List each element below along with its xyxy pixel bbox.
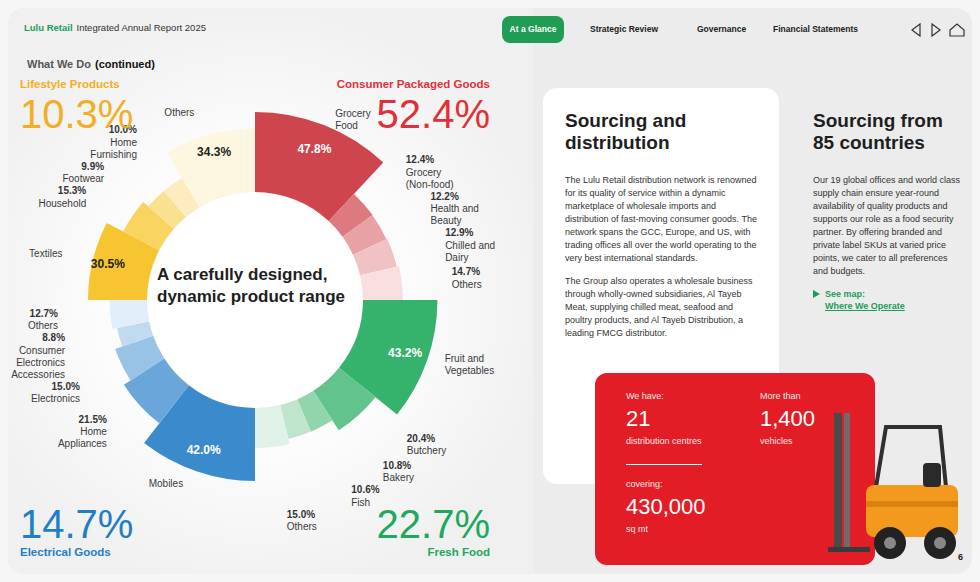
svg-text:20.4%: 20.4% <box>407 433 435 444</box>
html-text:Consumer Packaged Goods: Consumer Packaged Goods <box>336 78 490 90</box>
html-text:vehicles: vehicles <box>760 436 793 446</box>
svg-text:Furnishing: Furnishing <box>90 149 137 160</box>
svg-text:Butchery: Butchery <box>407 445 446 456</box>
svg-text:Beauty: Beauty <box>430 215 461 226</box>
svg-text:Fish: Fish <box>351 497 370 508</box>
svg-text:Textiles: Textiles <box>29 248 62 259</box>
html-text:Strategic Review: Strategic Review <box>590 24 658 34</box>
html-text:52.4%: 52.4% <box>376 92 490 136</box>
html-text:distribution centres: distribution centres <box>626 436 702 446</box>
html-text:sq mt: sq mt <box>626 524 648 534</box>
html-text:1,400: 1,400 <box>760 406 816 431</box>
html-text:Where We Operate: Where We Operate <box>825 301 905 311</box>
svg-text:15.0%: 15.0% <box>287 509 315 520</box>
html-text:Fresh Food: Fresh Food <box>427 546 490 558</box>
svg-text:10.6%: 10.6% <box>351 484 379 495</box>
svg-text:Dairy: Dairy <box>445 252 468 263</box>
html-text:The Lulu Retail distribution n: The Lulu Retail distribution network is … <box>565 175 757 263</box>
svg-text:Others: Others <box>28 320 58 331</box>
svg-text:Fruit and: Fruit and <box>445 353 484 364</box>
svg-text:43.2%: 43.2% <box>388 346 422 360</box>
svg-text:Electronics: Electronics <box>16 357 65 368</box>
html-text:10.3%: 10.3% <box>20 92 134 136</box>
html-text:Electrical Goods: Electrical Goods <box>20 546 111 558</box>
svg-text:42.0%: 42.0% <box>187 443 221 457</box>
svg-text:14.7%: 14.7% <box>452 266 480 277</box>
svg-text:Accessories: Accessories <box>11 369 65 380</box>
svg-text:Others: Others <box>452 279 482 290</box>
svg-text:12.9%: 12.9% <box>445 227 473 238</box>
html-text:See map:: See map: <box>825 289 865 299</box>
html-text:Our 19 global offices and worl: Our 19 global offices and world class su… <box>813 175 960 276</box>
svg-text:Others: Others <box>164 107 194 118</box>
svg-text:30.5%: 30.5% <box>91 257 125 271</box>
svg-text:Vegetables: Vegetables <box>445 365 495 376</box>
svg-text:Appliances: Appliances <box>58 438 107 449</box>
html-text:We have:: We have: <box>626 391 664 401</box>
html-text:22.7%: 22.7% <box>376 502 490 546</box>
svg-text:Home: Home <box>80 426 107 437</box>
html-text:What We Do (continued): What We Do (continued) <box>27 58 155 70</box>
html-text:covering:: covering: <box>626 479 663 489</box>
svg-text:Chilled and: Chilled and <box>445 240 495 251</box>
html-text:6: 6 <box>958 552 963 562</box>
svg-text:34.3%: 34.3% <box>197 145 231 159</box>
svg-text:21.5%: 21.5% <box>79 414 107 425</box>
svg-text:Bakery: Bakery <box>383 472 414 483</box>
html-text:Lifestyle Products: Lifestyle Products <box>20 78 120 90</box>
svg-text:12.2%: 12.2% <box>430 191 458 202</box>
svg-text:12.4%: 12.4% <box>406 154 434 165</box>
html-text:Sourcing and distribution: Sourcing and distribution <box>565 110 687 153</box>
html-text:More than: More than <box>760 391 801 401</box>
svg-text:Health and: Health and <box>430 203 478 214</box>
html-text:A carefully designed, dynamic: A carefully designed, dynamic product ra… <box>157 265 345 306</box>
svg-text:Electronics: Electronics <box>31 393 80 404</box>
svg-text:Home: Home <box>110 137 137 148</box>
svg-text:Others: Others <box>287 521 317 532</box>
html-text:At a Glance: At a Glance <box>509 24 557 34</box>
svg-text:9.9%: 9.9% <box>81 161 104 172</box>
html-text:21: 21 <box>626 406 651 431</box>
html-text:430,000: 430,000 <box>626 494 706 519</box>
svg-text:Food: Food <box>335 120 358 131</box>
svg-text:15.0%: 15.0% <box>52 381 80 392</box>
svg-text:8.8%: 8.8% <box>42 332 65 343</box>
svg-text:10.8%: 10.8% <box>383 460 411 471</box>
svg-text:Consumer: Consumer <box>19 345 66 356</box>
svg-text:15.3%: 15.3% <box>58 185 86 196</box>
svg-text:47.8%: 47.8% <box>297 142 331 156</box>
html-text:Sourcing from 85 countries: Sourcing from 85 countries <box>813 110 943 153</box>
html-text:The Group also operates a whol: The Group also operates a wholesale busi… <box>565 276 753 338</box>
html-text:14.7%: 14.7% <box>20 502 134 546</box>
svg-text:12.7%: 12.7% <box>30 308 58 319</box>
svg-text:Footwear: Footwear <box>62 173 104 184</box>
svg-text:Mobiles: Mobiles <box>149 478 183 489</box>
html-text:Governance: Governance <box>697 24 747 34</box>
svg-text:Household: Household <box>38 198 86 209</box>
svg-text:Grocery: Grocery <box>335 108 371 119</box>
svg-text:Grocery: Grocery <box>406 167 442 178</box>
html-text:Financial Statements: Financial Statements <box>773 24 858 34</box>
html-text:Lulu Retail Integrated Annual: Lulu Retail Integrated Annual Report 202… <box>24 22 206 33</box>
svg-text:(Non-food): (Non-food) <box>406 179 454 190</box>
